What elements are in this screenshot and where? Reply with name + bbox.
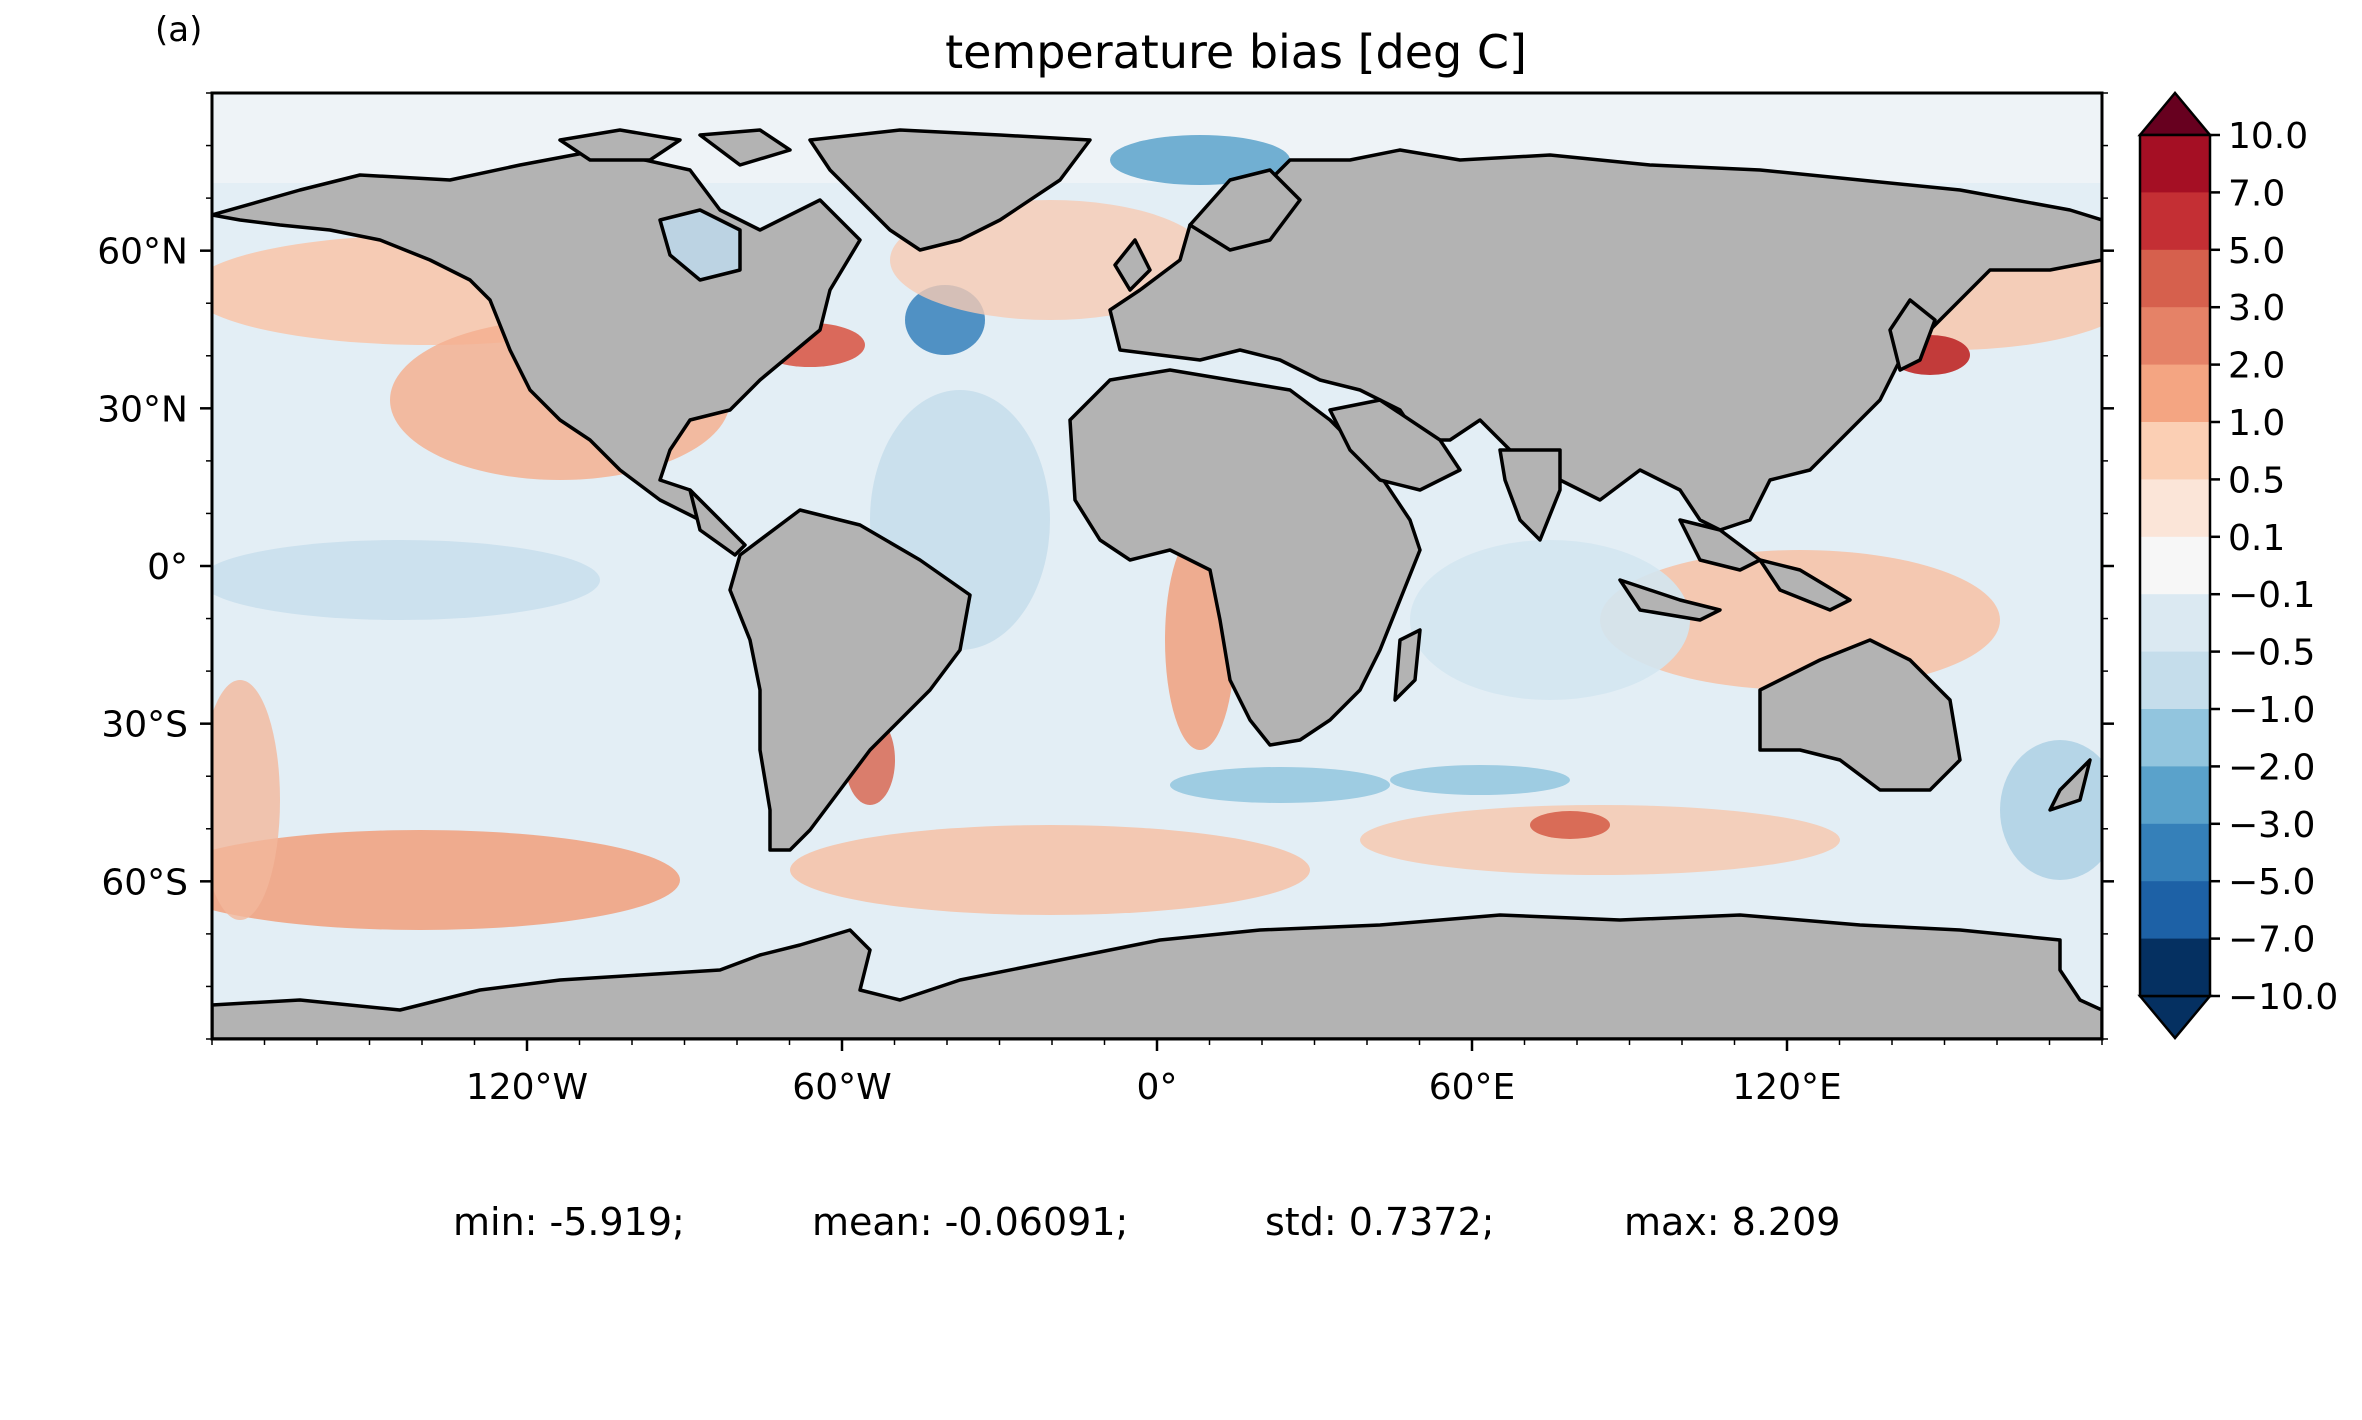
colorbar-segment [2140, 422, 2210, 480]
colorbar-segment [2140, 594, 2210, 653]
colorbar-segment [2140, 364, 2210, 423]
y-tick-label: 60°N [97, 232, 188, 273]
colorbar: 10.0 7.0 5.0 3.0 2.0 1.0 0.5 0.1 −0.1 −0.5 −1.0 −2.… [2137, 91, 2338, 1040]
colorbar-segment [2140, 651, 2210, 710]
y-tick-label: 30°N [97, 389, 188, 430]
colorbar-segment [2140, 823, 2210, 882]
statistics-line: min: -5.919; mean: -0.06091; std: 0.7372… [0, 1200, 2362, 1420]
colorbar-segment [2140, 709, 2210, 767]
stat-std: std: 0.7372; [1265, 1200, 1495, 1244]
x-tick-label: 60°E [1429, 1067, 1516, 1108]
colorbar-tick-label: 0.5 [2228, 460, 2285, 501]
colorbar-tick-label: −5.0 [2228, 862, 2315, 903]
colorbar-segment [2140, 249, 2210, 308]
colorbar-segment [2140, 881, 2210, 940]
colorbar-segment [2140, 536, 2210, 595]
colorbar-tick-label: 7.0 [2228, 173, 2285, 214]
colorbar-segment [2140, 479, 2210, 538]
colorbar-tick-label: 1.0 [2228, 403, 2285, 444]
colorbar-tick-label: 2.0 [2228, 346, 2285, 387]
stat-max: max: 8.209 [1624, 1200, 1841, 1244]
axes-ticks: 120°W 60°W 0° 60°E 120°E 60°N 30°N 0° 30°S 60°S [97, 92, 2114, 1108]
colorbar-segment [2140, 192, 2210, 251]
colorbar-tick-label: −2.0 [2228, 747, 2315, 788]
colorbar-tick-label: −10.0 [2228, 977, 2338, 1018]
x-tick-label: 120°E [1732, 1067, 1841, 1108]
x-tick-label: 0° [1137, 1067, 1178, 1108]
panel-label: (a) [155, 10, 203, 50]
colorbar-tick-label: −1.0 [2228, 690, 2315, 731]
y-tick-label: 0° [147, 547, 188, 588]
colorbar-segment [2140, 135, 2210, 193]
map-figure: 120°W 60°W 0° 60°E 120°E 60°N 30°N 0° 30°S 60°S 1… [97, 91, 2338, 1108]
y-tick-label: 60°S [101, 862, 188, 903]
y-tick-label: 30°S [101, 705, 188, 746]
colorbar-tick-label: 10.0 [2228, 116, 2308, 157]
colorbar-tick-label: 5.0 [2228, 231, 2285, 272]
stat-min: min: -5.919; [453, 1200, 685, 1244]
colorbar-tick-label: 0.1 [2228, 518, 2285, 559]
colorbar-segment [2140, 938, 2210, 997]
colorbar-tick-label: −0.5 [2228, 633, 2315, 674]
colorbar-tick-label: −7.0 [2228, 920, 2315, 961]
colorbar-tick-label: −0.1 [2228, 575, 2315, 616]
colorbar-segment [2140, 766, 2210, 825]
colorbar-tick-label: 3.0 [2228, 288, 2285, 329]
colorbar-tick-label: −3.0 [2228, 805, 2315, 846]
x-tick-label: 120°W [466, 1067, 588, 1108]
stat-mean: mean: -0.06091; [812, 1200, 1129, 1244]
land [212, 128, 2102, 1039]
colorbar-extend-min [2137, 994, 2213, 1040]
colorbar-segment [2140, 307, 2210, 366]
map-title: temperature bias [deg C] [945, 25, 1527, 79]
colorbar-frame [2138, 133, 2212, 998]
x-tick-label: 60°W [792, 1067, 891, 1108]
colorbar-extend-max [2137, 91, 2213, 137]
